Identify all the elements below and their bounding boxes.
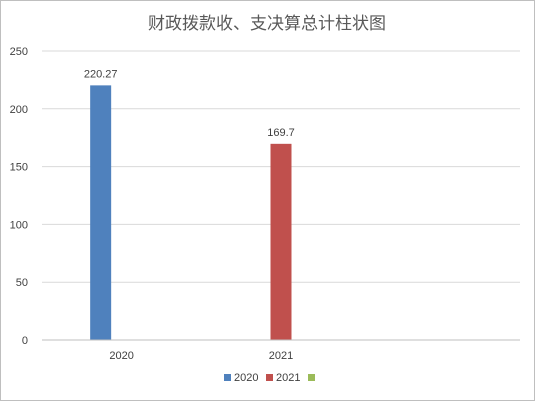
legend-swatch [224,374,231,381]
y-tick-label: 100 [10,219,28,231]
legend-swatch [308,374,315,381]
y-tick-label: 200 [10,104,28,116]
chart-title: 财政拨款收、支决算总计柱状图 [148,14,386,34]
legend-label: 2021 [276,372,300,384]
y-tick-label: 250 [10,46,28,58]
y-tick-label: 0 [22,335,28,347]
y-tick-label: 50 [16,277,28,289]
bars [90,85,292,340]
legend: 2020 2021 [224,372,315,384]
legend-swatch [266,374,273,381]
bar [270,143,292,340]
data-label: 169.7 [267,127,295,139]
x-tick-label: 2021 [269,350,293,362]
legend-label: 2020 [234,372,258,384]
y-tick-label: 150 [10,162,28,174]
x-tick-label: 2020 [109,350,133,362]
data-label: 220.27 [84,68,118,80]
data-labels: 220.27 169.7 [84,68,295,138]
axes: 0 50 100 150 200 250 2020 2021 [10,46,520,362]
bar [90,85,112,340]
